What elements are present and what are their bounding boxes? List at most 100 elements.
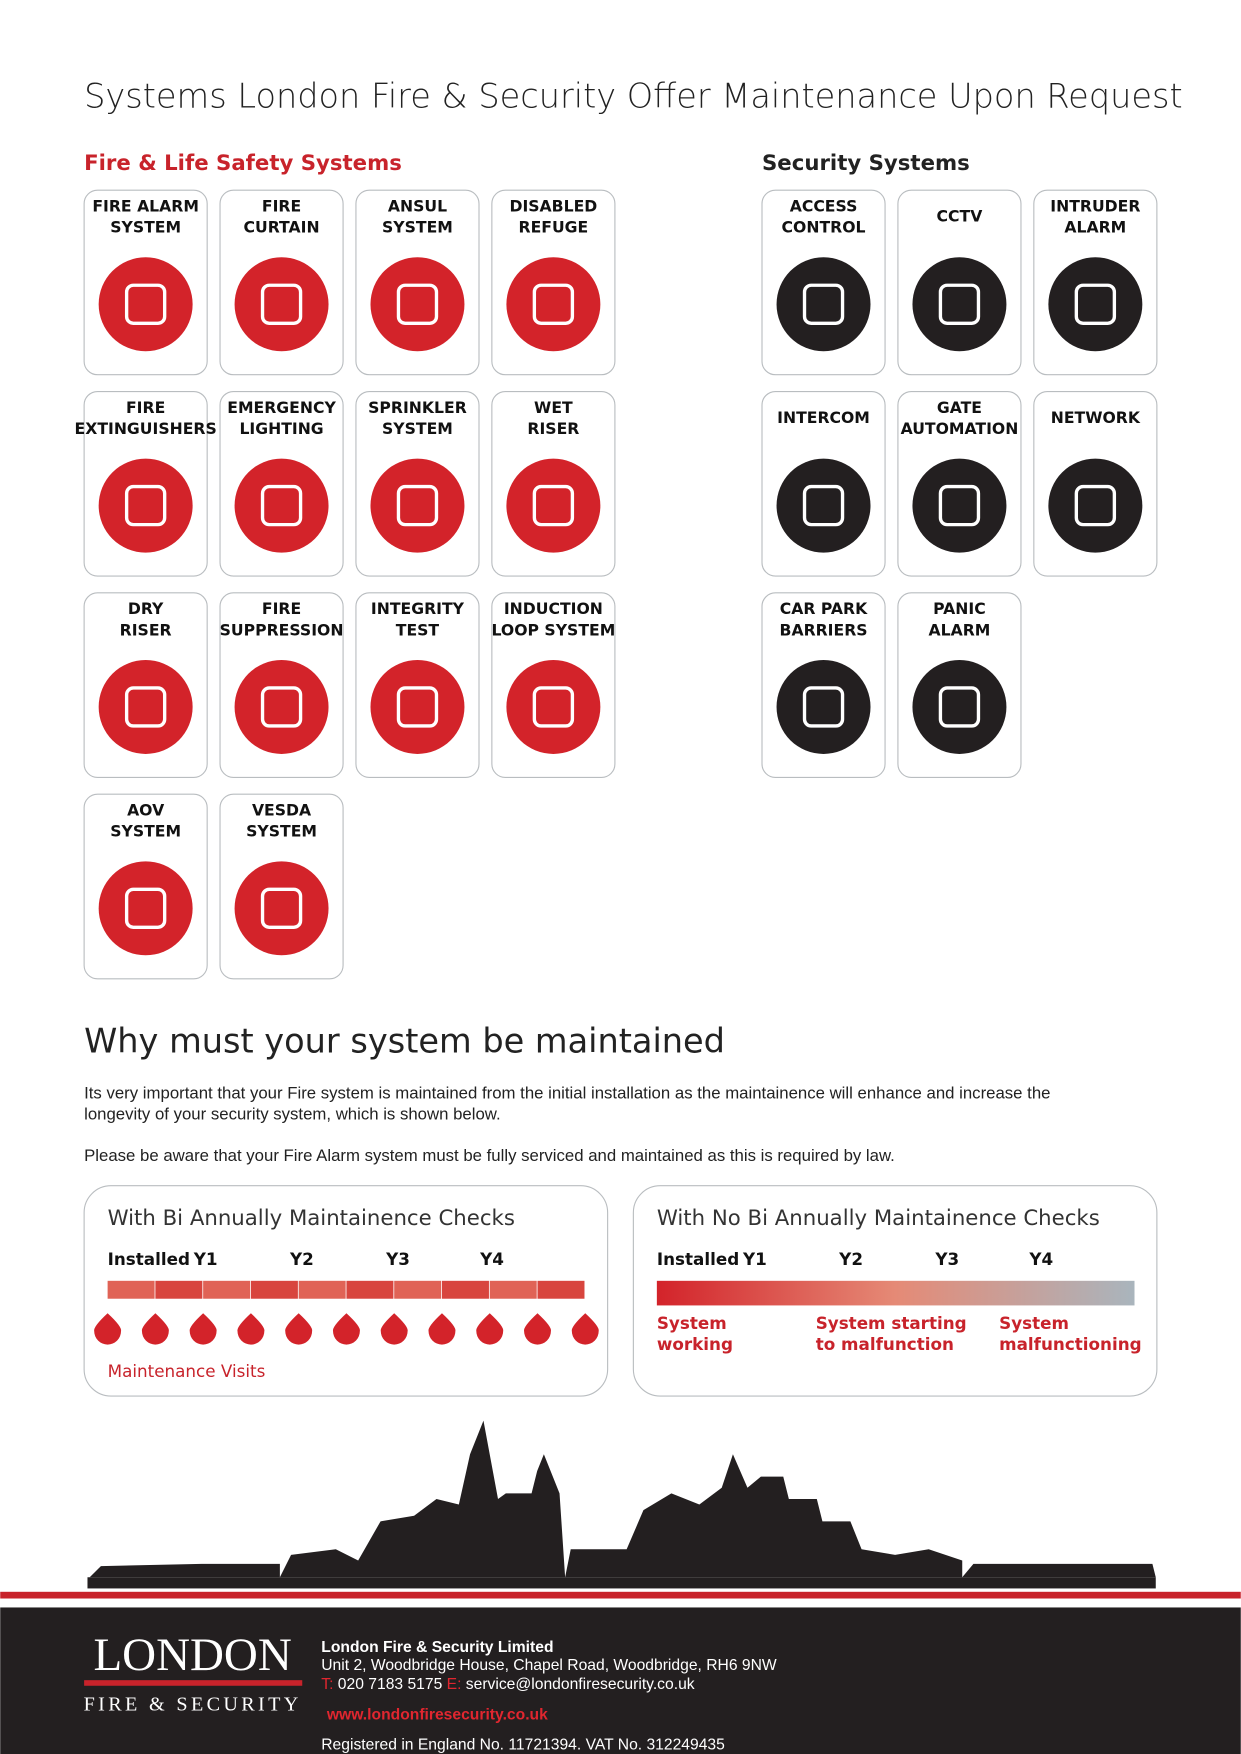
card-label: ACCESS (790, 196, 858, 215)
icon-glyph (260, 686, 303, 728)
year-label: Y3 (385, 1249, 410, 1269)
bar-segment (203, 1280, 251, 1299)
icon-glyph (124, 887, 167, 930)
phone-label: T: (321, 1676, 333, 1693)
page-title: Systems London Fire & Security Offer Mai… (84, 76, 1183, 115)
cards: FIRE ALARM SYSTEM FIRE CURTAIN ANSUL SYSTEM DI… (75, 189, 1158, 980)
website[interactable]: www.londonfiresecurity.co.uk (326, 1706, 548, 1723)
status-label: System (657, 1313, 727, 1333)
bar-segment (250, 1280, 298, 1299)
status-label: System (999, 1313, 1069, 1333)
logo-bar (84, 1680, 303, 1686)
icon-glyph (260, 887, 303, 930)
visit-drop (237, 1313, 265, 1345)
card-label: CCTV (937, 206, 984, 225)
panels: With Bi Annually Maintainence Checks Inst… (83, 1185, 1158, 1397)
paragraph-line: Its very important that your Fire system… (84, 1083, 1050, 1102)
icon-glyph (124, 484, 167, 527)
icon-glyph (124, 283, 167, 325)
icon-circle (234, 861, 329, 956)
icon-glyph (532, 686, 575, 728)
card-label: LIGHTING (239, 419, 323, 438)
icon-circle (234, 659, 329, 754)
panel (83, 1185, 609, 1397)
visit-drop (141, 1313, 169, 1345)
bar-segment (346, 1280, 394, 1299)
icon-circle (370, 458, 465, 553)
footer-rule (0, 1591, 1241, 1599)
icon-glyph (938, 686, 981, 728)
card-label: DRY (128, 599, 164, 618)
paragraph-line: longevity of your security system, which… (84, 1105, 501, 1124)
logo-top: LONDON (93, 1629, 291, 1681)
fire-heading: Fire & Life Safety Systems (84, 151, 402, 176)
icon-circle (234, 257, 329, 352)
icon-glyph (396, 283, 439, 325)
card-label: SYSTEM (246, 822, 317, 841)
icon-glyph (802, 484, 845, 527)
status-label: System starting (816, 1313, 967, 1333)
card-label: SYSTEM (110, 218, 181, 237)
year-label: Installed (657, 1249, 739, 1269)
year-label: Y1 (742, 1249, 767, 1269)
card-label: ALARM (1064, 218, 1126, 237)
icon-circle (776, 659, 871, 754)
phone: 020 7183 5175 (338, 1676, 443, 1693)
registration: Registered in England No. 11721394. VAT … (321, 1737, 725, 1754)
address: Unit 2, Woodbridge House, Chapel Road, W… (321, 1657, 777, 1674)
card-label: LOOP SYSTEM (491, 620, 615, 639)
icon-glyph (938, 484, 981, 527)
email-label: E: (447, 1676, 462, 1693)
card-label: SYSTEM (382, 218, 453, 237)
card-label: INTRUDER (1050, 196, 1140, 215)
icon-glyph (802, 283, 845, 325)
card-label: AOV (127, 800, 165, 819)
year-label: Y2 (838, 1249, 863, 1269)
icon-circle (506, 659, 601, 754)
card-label: EXTINGUISHERS (75, 419, 217, 438)
icon-glyph (532, 484, 575, 527)
visit-drop (476, 1313, 504, 1345)
card-label: BARRIERS (780, 620, 868, 639)
icon-circle (776, 458, 871, 553)
security-heading: Security Systems (762, 151, 970, 176)
card-label: FIRE (126, 398, 165, 417)
icon-circle (98, 458, 193, 553)
decay-bar (656, 1280, 1135, 1306)
year-label: Y4 (479, 1249, 504, 1269)
icon-circle (776, 257, 871, 352)
paragraphs: Its very important that your Fire system… (84, 1083, 1050, 1165)
icon-glyph (260, 484, 303, 527)
logo-bottom: FIRE & SECURITY (84, 1693, 302, 1715)
card-label: VESDA (252, 800, 312, 819)
icon-glyph (124, 686, 167, 728)
bar-segment (155, 1280, 203, 1299)
email: service@londonfiresecurity.co.uk (466, 1676, 695, 1693)
bar-segment (394, 1280, 442, 1299)
company: London Fire & Security Limited (321, 1639, 553, 1656)
bar-segment (298, 1280, 346, 1299)
visit-drop (380, 1313, 408, 1345)
card-label: CURTAIN (244, 218, 320, 237)
icon-glyph (396, 686, 439, 728)
paragraph-line: Please be aware that your Fire Alarm sys… (84, 1146, 895, 1165)
icon-circle (370, 659, 465, 754)
card-label: EMERGENCY (227, 398, 336, 417)
bar-segment (489, 1280, 537, 1299)
year-label: Y3 (934, 1249, 959, 1269)
visit-drop (189, 1313, 217, 1345)
visit-drop (332, 1313, 360, 1345)
icon-circle (98, 659, 193, 754)
year-label: Installed (108, 1249, 190, 1269)
panel-note: Maintenance Visits (108, 1361, 266, 1381)
status-label: malfunctioning (999, 1334, 1142, 1354)
card-label: SPRINKLER (368, 398, 467, 417)
panel-title: With Bi Annually Maintainence Checks (108, 1206, 515, 1231)
card-label: SUPPRESSION (220, 620, 344, 639)
visit-drop (523, 1313, 552, 1345)
card-label: INTERCOM (777, 408, 870, 427)
icon-circle (1048, 257, 1143, 352)
icon-circle (98, 257, 193, 352)
icon-circle (234, 458, 329, 553)
